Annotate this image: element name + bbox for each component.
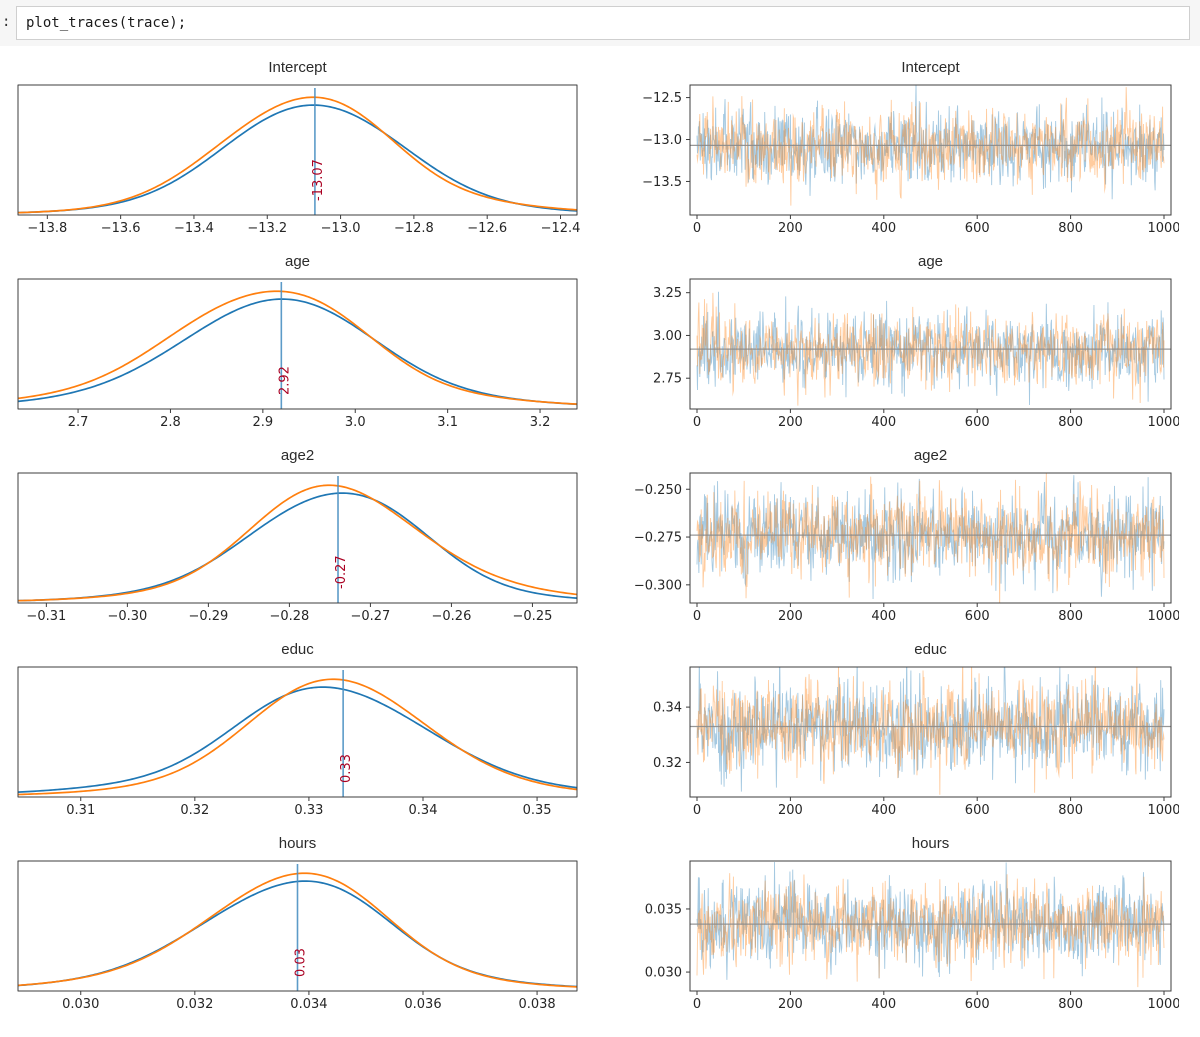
kde-canvas-hours bbox=[10, 855, 585, 1025]
plot-title: age2 bbox=[913, 447, 948, 464]
code-text: plot_traces(trace); bbox=[26, 15, 187, 31]
plot-title: educ bbox=[914, 641, 947, 658]
plot-title: Intercept bbox=[901, 59, 960, 76]
kde-canvas-age2 bbox=[10, 467, 585, 637]
cell-prompt: : bbox=[2, 14, 11, 30]
trace-plot-hours: hours bbox=[634, 834, 1194, 1025]
trace-canvas-hours bbox=[634, 855, 1179, 1025]
kde-plot-educ: educ bbox=[10, 640, 598, 831]
code-input[interactable]: plot_traces(trace); bbox=[16, 6, 1190, 40]
figure-row-educ: educ educ bbox=[0, 640, 1200, 831]
figure-row-hours: hours hours bbox=[0, 834, 1200, 1025]
kde-plot-hours: hours bbox=[10, 834, 598, 1025]
plot-title: age bbox=[284, 253, 311, 270]
trace-plot-intercept: Intercept bbox=[634, 58, 1194, 249]
kde-plot-age: age bbox=[10, 252, 598, 443]
kde-canvas-educ bbox=[10, 661, 585, 831]
figure-row-intercept: Intercept Intercept bbox=[0, 58, 1200, 249]
plot-title: hours bbox=[911, 835, 950, 852]
trace-plot-age2: age2 bbox=[634, 446, 1194, 637]
plot-title: age bbox=[917, 253, 944, 270]
trace-canvas-intercept bbox=[634, 79, 1179, 249]
kde-plot-intercept: Intercept bbox=[10, 58, 598, 249]
figure-row-age2: age2 age2 bbox=[0, 446, 1200, 637]
kde-plot-age2: age2 bbox=[10, 446, 598, 637]
trace-canvas-age2 bbox=[634, 467, 1179, 637]
plot-title: educ bbox=[281, 641, 314, 658]
trace-plot-age: age bbox=[634, 252, 1194, 443]
figure-row-age: age age bbox=[0, 252, 1200, 443]
trace-plot-educ: educ bbox=[634, 640, 1194, 831]
trace-figure: Intercept Intercept age age age2 age2 ed… bbox=[0, 46, 1200, 1034]
plot-title: age2 bbox=[280, 447, 315, 464]
plot-title: Intercept bbox=[268, 59, 327, 76]
trace-canvas-educ bbox=[634, 661, 1179, 831]
kde-canvas-intercept bbox=[10, 79, 585, 249]
code-cell: : plot_traces(trace); bbox=[0, 0, 1200, 46]
plot-title: hours bbox=[278, 835, 317, 852]
trace-canvas-age bbox=[634, 273, 1179, 443]
kde-canvas-age bbox=[10, 273, 585, 443]
